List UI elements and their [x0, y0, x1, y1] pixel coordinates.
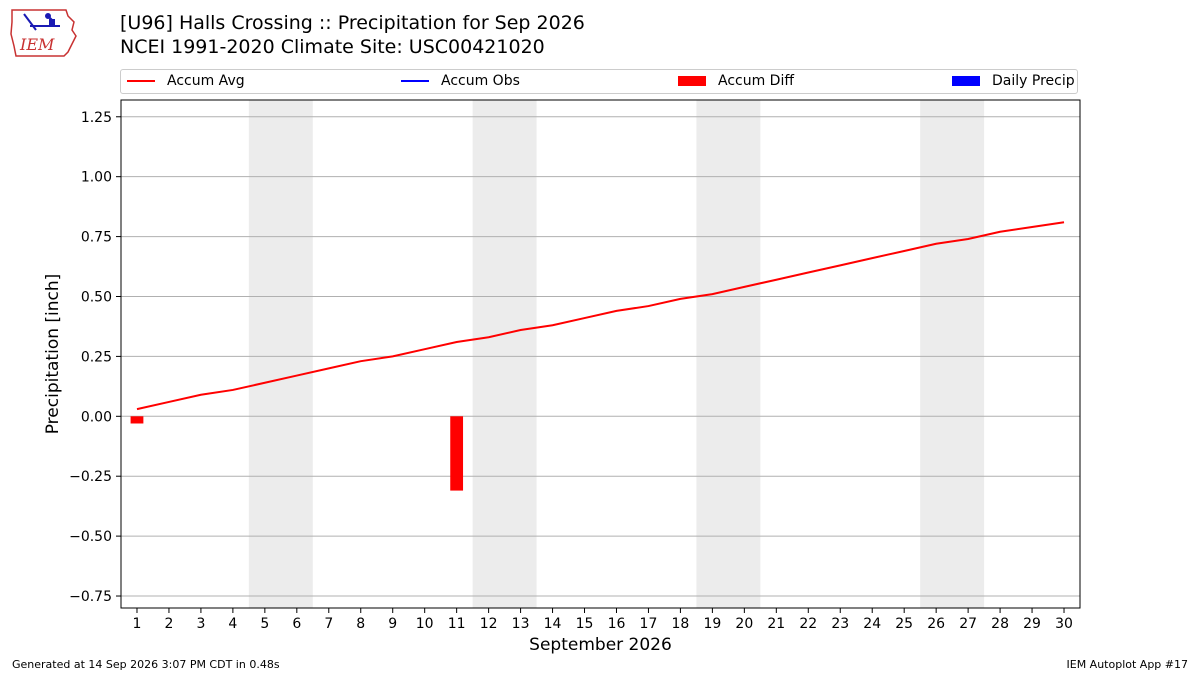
app-id: IEM Autoplot App #17	[1066, 658, 1189, 671]
x-tick-label: 11	[448, 616, 466, 632]
chart-subtitle: NCEI 1991-2020 Climate Site: USC00421020	[120, 36, 545, 58]
weekend-band	[248, 100, 313, 608]
accum-diff-bar	[130, 416, 144, 424]
x-tick-label: 28	[991, 616, 1009, 632]
plot-frame	[120, 99, 1081, 609]
legend-label-daily-precip: Daily Precip	[992, 73, 1075, 89]
x-tick-label: 18	[672, 616, 690, 632]
legend-label-accum-obs: Accum Obs	[441, 73, 520, 89]
x-tick-label: 1	[133, 616, 142, 632]
y-tick-label: −0.75	[69, 589, 112, 605]
x-tick-label: 22	[799, 616, 817, 632]
x-tick-label: 26	[927, 616, 945, 632]
x-tick-label: 2	[164, 616, 173, 632]
y-tick-label: 0.75	[81, 230, 112, 246]
x-tick-label: 20	[735, 616, 753, 632]
chart-legend: Accum Avg Accum Obs Accum Diff Daily Pre…	[120, 69, 1078, 94]
legend-item-daily-precip: Daily Precip	[952, 73, 1075, 89]
legend-label-accum-diff: Accum Diff	[718, 73, 795, 89]
y-axis-label: Precipitation [inch]	[43, 274, 63, 435]
weekend-band	[696, 100, 761, 608]
x-tick-label: 9	[388, 616, 397, 632]
accum-avg-line	[136, 221, 1065, 411]
x-tick-label: 24	[863, 616, 881, 632]
weather-station-icon	[23, 13, 60, 31]
x-tick-label: 8	[356, 616, 365, 632]
iem-logo: IEM	[10, 9, 77, 57]
legend-swatch-accum-avg	[127, 80, 155, 82]
x-tick-label: 30	[1055, 616, 1073, 632]
x-tick-label: 25	[895, 616, 913, 632]
logo-text: IEM	[19, 35, 55, 54]
iowa-state-outline	[10, 9, 77, 57]
legend-swatch-accum-obs	[401, 80, 429, 82]
x-tick-label: 16	[608, 616, 626, 632]
x-tick-label: 17	[640, 616, 658, 632]
x-tick-label: 4	[228, 616, 237, 632]
y-tick-label: −0.25	[69, 469, 112, 485]
weekend-band	[472, 100, 537, 608]
x-tick-label: 12	[480, 616, 498, 632]
x-tick-label: 19	[703, 616, 721, 632]
x-tick-label: 10	[416, 616, 434, 632]
legend-item-accum-avg: Accum Avg	[127, 73, 245, 89]
legend-label-accum-avg: Accum Avg	[167, 73, 245, 89]
x-tick-label: 6	[292, 616, 301, 632]
y-tick-label: 1.00	[81, 170, 112, 186]
x-axis-label: September 2026	[529, 635, 672, 655]
weekend-band	[920, 100, 985, 608]
y-tick-label: 1.25	[81, 110, 112, 126]
x-tick-label: 13	[512, 616, 530, 632]
legend-swatch-accum-diff	[678, 76, 706, 86]
y-tick-label: 0.50	[81, 289, 112, 305]
chart-title: [U96] Halls Crossing :: Precipitation fo…	[120, 12, 585, 34]
x-tick-label: 29	[1023, 616, 1041, 632]
x-tick-label: 3	[196, 616, 205, 632]
y-tick-label: 0.25	[81, 349, 112, 365]
x-tick-label: 7	[324, 616, 333, 632]
x-tick-label: 15	[576, 616, 594, 632]
x-tick-label: 21	[767, 616, 785, 632]
x-tick-label: 14	[544, 616, 562, 632]
generated-timestamp: Generated at 14 Sep 2026 3:07 PM CDT in …	[12, 658, 280, 671]
y-tick-label: 0.00	[81, 409, 112, 425]
legend-item-accum-diff: Accum Diff	[678, 73, 794, 89]
accum-diff-bar	[450, 416, 464, 491]
x-tick-label: 5	[260, 616, 269, 632]
legend-item-accum-obs: Accum Obs	[401, 73, 520, 89]
legend-swatch-daily-precip	[952, 76, 980, 86]
x-tick-label: 23	[831, 616, 849, 632]
x-tick-label: 27	[959, 616, 977, 632]
y-tick-label: −0.50	[69, 529, 112, 545]
